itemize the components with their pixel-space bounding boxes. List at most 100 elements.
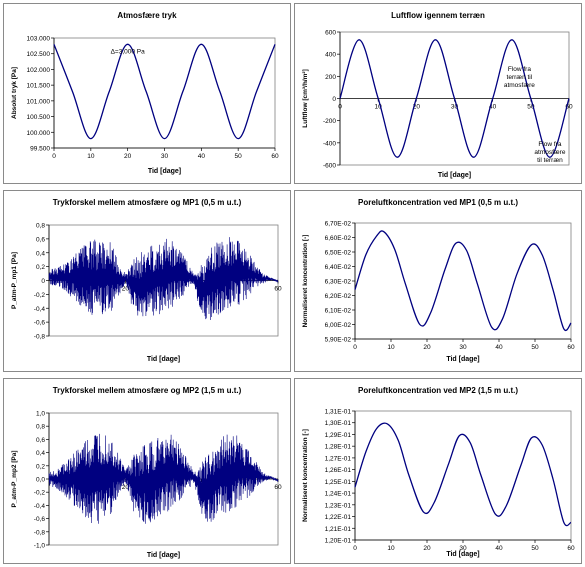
annotation: Δ=3,000 Pa [111, 49, 146, 56]
x-tick-label: 20 [413, 104, 421, 111]
y-tick-label: 6,50E-02 [325, 250, 352, 257]
y-tick-label: 6,70E-02 [325, 221, 352, 228]
x-tick-label: 60 [565, 104, 573, 111]
y-tick-label: 1,31E-01 [325, 409, 352, 416]
y-tick-label: 0,4 [36, 250, 45, 257]
data-series [339, 39, 570, 158]
y-tick-label: 1,25E-01 [325, 479, 352, 486]
x-axis-label: Tid [dage] [147, 356, 180, 363]
x-tick-label: 40 [495, 545, 503, 552]
x-tick-label: 50 [531, 545, 539, 552]
panel-atmosfaere-tryk: Atmosfære tryk 99.500 100.000 100.500 101.00… [3, 3, 291, 184]
y-tick-label: 6,20E-02 [325, 293, 352, 300]
data-series [48, 237, 279, 321]
y-tick-label: -0,4 [34, 306, 46, 313]
y-tick-label: 6,10E-02 [325, 308, 352, 315]
chart-title: Trykforskel mellem atmosfære og MP2 (1,5… [53, 386, 242, 395]
x-tick-label: 60 [567, 344, 575, 351]
y-tick-label: 1,27E-01 [325, 455, 352, 462]
x-tick-label: 10 [387, 545, 395, 552]
y-tick-label: 600 [325, 30, 336, 37]
x-axis-label: Tid [dage] [446, 551, 479, 558]
y-tick-label: 1,0 [36, 411, 45, 418]
panel-poreluft-mp1: Poreluftkoncentration ved MP1 (0,5 m u.t… [294, 190, 582, 372]
x-tick-label: 40 [489, 104, 497, 111]
y-tick-label: 1,29E-01 [325, 432, 352, 439]
data-series [48, 433, 279, 524]
x-tick-label: 60 [274, 484, 282, 491]
chart-trykforskel-mp1: Trykforskel mellem atmosfære og MP1 (0,5… [11, 198, 282, 363]
y-tick-label: -600 [323, 163, 336, 170]
y-axis-label: P_atm-P_mp1 [Pa] [11, 252, 18, 309]
y-tick-label: 1,22E-01 [325, 514, 352, 521]
y-tick-label: -400 [323, 140, 336, 147]
y-tick-label: 0,2 [36, 264, 45, 271]
y-axis-label: Luftflow [cm³/h/m²] [302, 69, 309, 128]
chart-luftflow: Luftflow igennem terræn-600-400-20002004… [302, 11, 573, 179]
y-tick-label: 6,00E-02 [325, 322, 352, 329]
y-tick-label: 0,2 [36, 463, 45, 470]
data-series [53, 43, 276, 140]
y-tick-label: 400 [325, 52, 336, 59]
x-tick-label: 0 [52, 153, 56, 160]
y-tick-label: 1,28E-01 [325, 444, 352, 451]
chart-title: Poreluftkoncentration ved MP2 (1,5 m u.t… [358, 386, 518, 395]
y-tick-label: 0 [41, 278, 45, 285]
y-tick-label: 0,6 [36, 437, 45, 444]
x-tick-label: 10 [375, 104, 383, 111]
x-tick-label: 20 [423, 545, 431, 552]
data-series [354, 422, 572, 527]
x-tick-label: 30 [161, 153, 169, 160]
x-tick-label: 20 [423, 344, 431, 351]
y-tick-label: -0,8 [34, 529, 46, 536]
x-axis-label: Tid [dage] [446, 356, 479, 363]
x-axis-label: Tid [dage] [438, 172, 471, 179]
panel-trykforskel-mp1: Trykforskel mellem atmosfære og MP1 (0,5… [3, 190, 291, 372]
chart-title: Trykforskel mellem atmosfære og MP1 (0,5… [53, 198, 242, 207]
data-series [354, 230, 572, 332]
y-tick-label: 5,90E-02 [325, 337, 352, 344]
y-tick-label: -200 [323, 118, 336, 125]
y-tick-label: 100.000 [27, 130, 51, 137]
y-tick-label: 0,0 [36, 477, 45, 484]
y-tick-label: 6,60E-02 [325, 235, 352, 242]
chart-poreluft-mp2: Poreluftkoncentration ved MP2 (1,5 m u.t… [302, 386, 575, 558]
y-tick-label: 101.000 [27, 98, 51, 105]
x-tick-label: 40 [495, 344, 503, 351]
y-tick-label: 100.500 [27, 114, 51, 121]
x-tick-label: 0 [353, 545, 357, 552]
x-tick-label: 60 [274, 286, 282, 293]
x-tick-label: 20 [122, 286, 130, 293]
y-tick-label: 0,6 [36, 236, 45, 243]
y-tick-label: 0,8 [36, 424, 45, 431]
y-axis-label: Absolut tryk [Pa] [11, 67, 18, 119]
x-tick-label: 0 [353, 344, 357, 351]
x-tick-label: 0 [338, 104, 342, 111]
y-tick-label: -0,6 [34, 516, 46, 523]
y-axis-label: Normaliseret koncentration [-] [302, 429, 309, 522]
y-tick-label: 1,26E-01 [325, 467, 352, 474]
y-axis-label: Normaliseret koncentration [-] [302, 235, 309, 328]
y-tick-label: 200 [325, 74, 336, 81]
x-tick-label: 50 [531, 344, 539, 351]
x-tick-label: 60 [271, 153, 279, 160]
x-tick-label: 30 [451, 104, 459, 111]
plot-area [53, 37, 276, 149]
panel-poreluft-mp2: Poreluftkoncentration ved MP2 (1,5 m u.t… [294, 378, 582, 564]
x-tick-label: 10 [387, 344, 395, 351]
y-tick-label: 6,40E-02 [325, 264, 352, 271]
y-tick-label: -0,6 [34, 320, 46, 327]
y-tick-label: 1,24E-01 [325, 491, 352, 498]
x-tick-label: 10 [87, 153, 95, 160]
y-tick-label: 101.500 [27, 83, 51, 90]
y-tick-label: -0,2 [34, 490, 46, 497]
annotation: Flow fra terræn til atmosfære [504, 66, 535, 89]
x-tick-label: 50 [527, 104, 535, 111]
x-tick-label: 40 [198, 153, 206, 160]
chart-poreluft-mp1: Poreluftkoncentration ved MP1 (0,5 m u.t… [302, 198, 575, 363]
y-tick-label: 0,4 [36, 450, 45, 457]
x-axis-label: Tid [dage] [147, 552, 180, 559]
x-tick-label: 30 [459, 545, 467, 552]
y-tick-label: 103.000 [27, 36, 51, 43]
y-tick-label: 102.000 [27, 67, 51, 74]
